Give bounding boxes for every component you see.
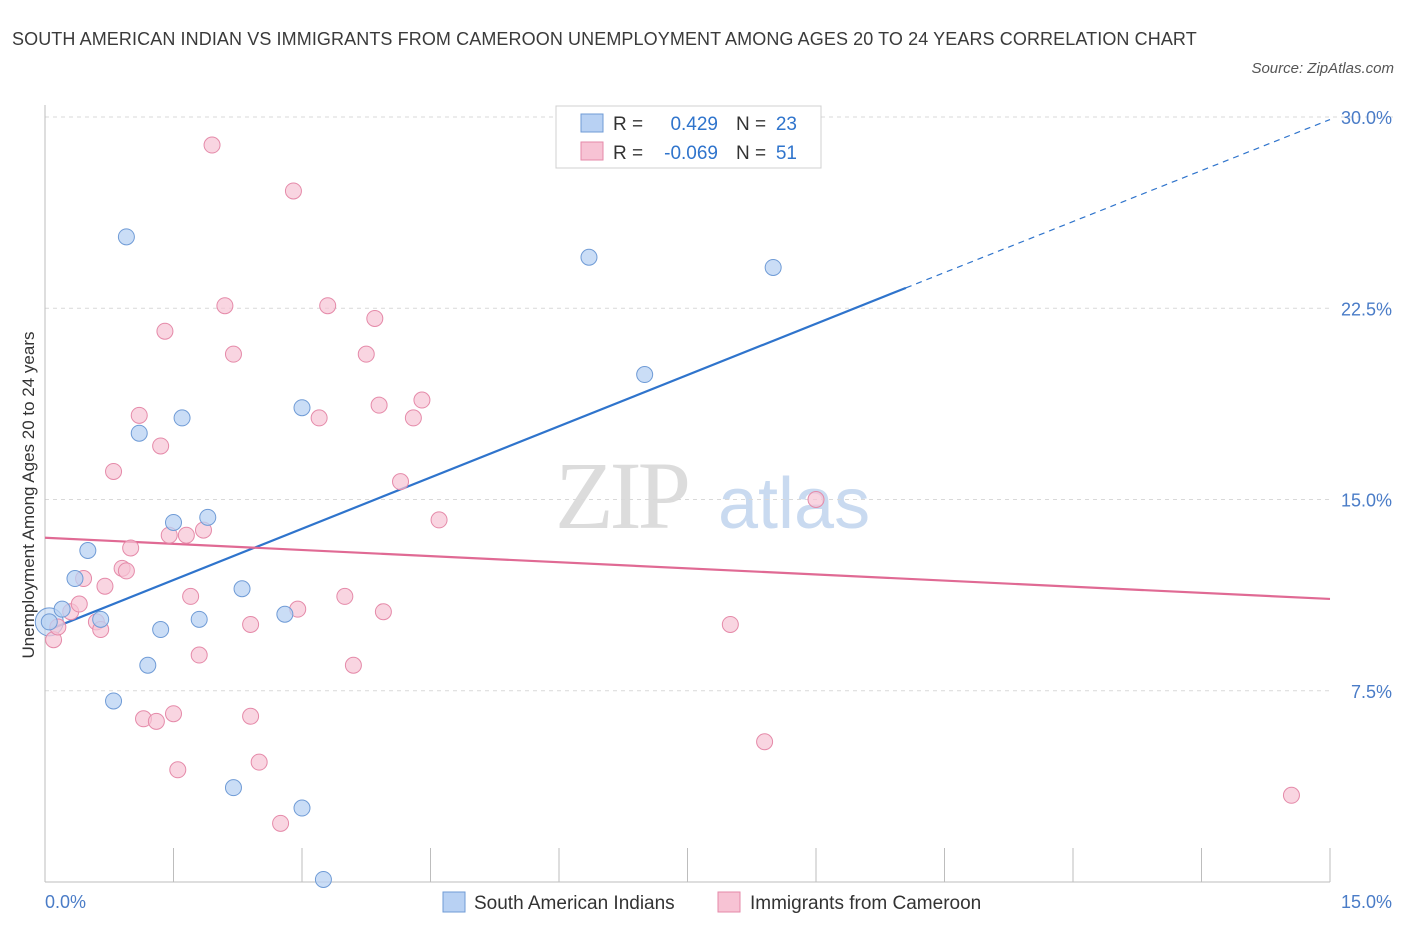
y-tick-label-1: 15.0% [1341, 491, 1392, 511]
point-cameroon-41 [392, 473, 410, 491]
point-sai-8 [139, 656, 157, 674]
point-cameroon-16 [156, 322, 174, 340]
point-sai-14 [224, 779, 242, 797]
point-sai-6 [117, 228, 135, 246]
legend-n-label-1: N = [736, 114, 766, 135]
x-tick-labels: 0.0% 15.0% [45, 892, 1392, 912]
point-sai-18 [293, 399, 311, 417]
point-cameroon-46 [756, 733, 774, 751]
point-cameroon-12 [130, 406, 148, 424]
trend-lines [44, 118, 1331, 631]
point-cameroon-36 [344, 656, 362, 674]
legend: R = 0.429 N = 23 R = -0.069 N = 51 [555, 105, 822, 169]
data-points [34, 136, 1300, 888]
legend-n-value-1: 23 [776, 114, 797, 135]
point-cameroon-30 [272, 814, 290, 832]
point-cameroon-28 [242, 707, 260, 725]
y-axis-title: Unemployment Among Ages 20 to 24 years [19, 332, 38, 659]
series-swatch-south-american-indians [442, 891, 466, 913]
point-sai-15 [233, 580, 251, 598]
point-sai-9 [152, 621, 170, 639]
series-label-immigrants-from-cameroon: Immigrants from Cameroon [750, 893, 981, 914]
series-legend: South American Indians Immigrants from C… [442, 891, 981, 914]
trend-line-south-american-indians [48, 286, 907, 631]
legend-r-label-1: R = [613, 114, 643, 135]
x-tick-label-max: 15.0% [1341, 892, 1392, 912]
point-sai-17 [293, 799, 311, 817]
point-cameroon-38 [366, 309, 384, 327]
series-label-south-american-indians: South American Indians [474, 893, 675, 914]
y-tick-label-0: 7.5% [1351, 682, 1392, 702]
point-cameroon-43 [413, 391, 431, 409]
watermark-atlas: atlas [718, 464, 870, 544]
point-sai-10 [165, 513, 182, 531]
y-tick-label-3: 30.0% [1341, 108, 1392, 128]
point-cameroon-37 [357, 345, 375, 363]
point-cameroon-14 [147, 712, 165, 730]
point-cameroon-29 [250, 753, 268, 771]
point-sai-21 [636, 366, 654, 384]
point-cameroon-19 [169, 761, 187, 779]
point-sai-19 [314, 870, 332, 888]
point-cameroon-18 [165, 705, 182, 723]
legend-r-value-1: 0.429 [670, 114, 718, 135]
point-cameroon-22 [190, 646, 208, 664]
point-sai-13 [199, 508, 217, 526]
y-tick-labels: 7.5% 15.0% 22.5% 30.0% [1341, 108, 1392, 702]
point-cameroon-27 [242, 615, 260, 633]
watermark: ZIP atlas [555, 442, 870, 549]
point-sai-16 [276, 605, 294, 623]
point-cameroon-33 [310, 409, 328, 427]
point-cameroon-44 [430, 511, 448, 529]
point-cameroon-34 [319, 297, 337, 315]
point-sai-7 [130, 424, 148, 442]
point-cameroon-45 [721, 615, 739, 633]
axes [44, 105, 1331, 883]
point-cameroon-15 [152, 437, 170, 455]
point-sai-20 [580, 248, 598, 266]
point-cameroon-8 [105, 462, 123, 480]
trend-line-immigrants-from-cameroon [44, 536, 1331, 601]
point-sai-22 [764, 258, 782, 276]
point-cameroon-31 [284, 182, 302, 200]
legend-swatch-pink [580, 141, 604, 161]
point-cameroon-3 [70, 595, 88, 613]
point-cameroon-10 [117, 562, 135, 580]
point-cameroon-35 [336, 587, 354, 605]
point-cameroon-7 [96, 577, 114, 595]
point-sai-3 [79, 542, 97, 559]
legend-swatch-blue [580, 113, 604, 133]
legend-r-label-2: R = [613, 143, 643, 164]
chart-title: SOUTH AMERICAN INDIAN VS IMMIGRANTS FROM… [12, 29, 1197, 49]
point-cameroon-11 [122, 539, 140, 557]
point-cameroon-47 [807, 491, 825, 508]
series-swatch-immigrants-from-cameroon [717, 891, 741, 913]
point-cameroon-39 [370, 396, 388, 414]
point-sai-1 [53, 600, 71, 618]
point-cameroon-25 [216, 297, 234, 315]
point-sai-12 [190, 610, 208, 628]
point-cameroon-21 [182, 587, 200, 605]
x-tick-label-min: 0.0% [45, 892, 86, 912]
legend-n-value-2: 51 [776, 143, 797, 164]
point-sai-2 [66, 570, 84, 588]
point-cameroon-24 [203, 136, 221, 154]
y-tick-label-2: 22.5% [1341, 299, 1392, 319]
source-label: Source: ZipAtlas.com [1251, 60, 1394, 77]
point-cameroon-40 [374, 603, 392, 621]
point-sai-4 [92, 610, 110, 628]
watermark-zip: ZIP [555, 442, 688, 549]
point-sai-5 [105, 692, 123, 710]
point-cameroon-48 [1282, 786, 1300, 804]
point-cameroon-42 [404, 409, 422, 427]
gridlines [45, 116, 1395, 692]
legend-n-label-2: N = [736, 143, 766, 164]
legend-r-value-2: -0.069 [664, 143, 718, 164]
trend-line-south-american-indians-extension [905, 118, 1331, 289]
point-sai-0 [40, 613, 58, 631]
point-cameroon-20 [177, 526, 195, 544]
point-sai-11 [173, 409, 191, 427]
point-cameroon-26 [224, 345, 242, 363]
